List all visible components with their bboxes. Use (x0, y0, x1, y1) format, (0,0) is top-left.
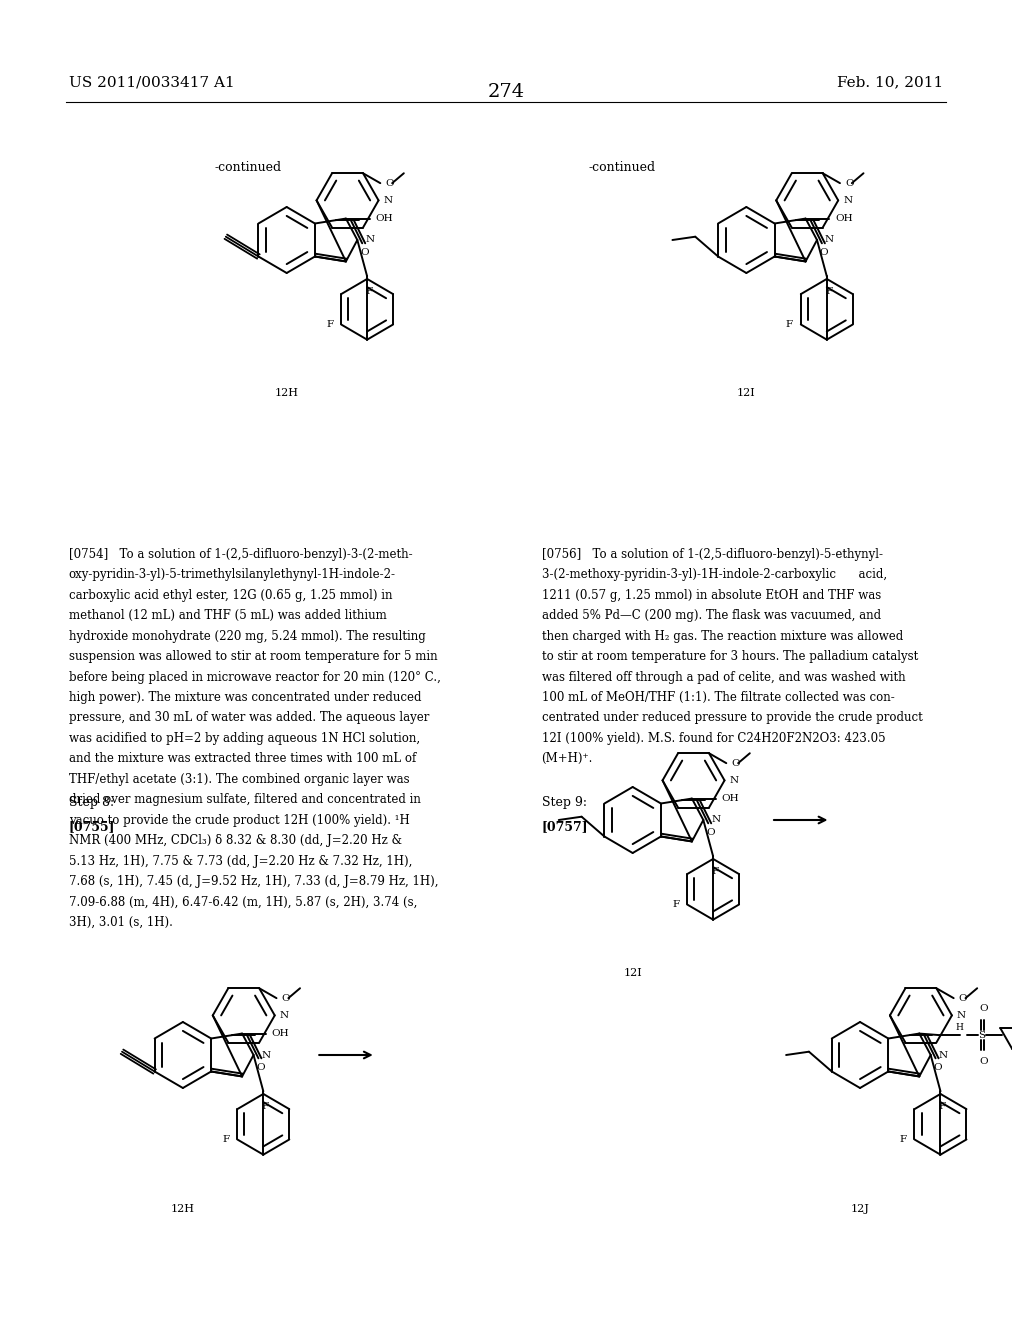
Text: S: S (978, 1031, 985, 1040)
Text: [0755]: [0755] (69, 820, 116, 833)
Text: -continued: -continued (214, 161, 282, 174)
Text: F: F (262, 1102, 269, 1111)
Text: O: O (979, 1057, 987, 1067)
Text: Feb. 10, 2011: Feb. 10, 2011 (838, 75, 943, 90)
Text: OH: OH (271, 1030, 290, 1038)
Text: THF/ethyl acetate (3:1). The combined organic layer was: THF/ethyl acetate (3:1). The combined or… (69, 772, 410, 785)
Text: carboxylic acid ethyl ester, 12G (0.65 g, 1.25 mmol) in: carboxylic acid ethyl ester, 12G (0.65 g… (69, 589, 392, 602)
Text: 7.09-6.88 (m, 4H), 6.47-6.42 (m, 1H), 5.87 (s, 2H), 3.74 (s,: 7.09-6.88 (m, 4H), 6.47-6.42 (m, 1H), 5.… (69, 895, 417, 908)
Text: US 2011/0033417 A1: US 2011/0033417 A1 (69, 75, 234, 90)
Text: vacuo to provide the crude product 12H (100% yield). ¹H: vacuo to provide the crude product 12H (… (69, 813, 410, 826)
Text: N: N (280, 1011, 289, 1020)
Text: 12I: 12I (737, 388, 756, 399)
Text: F: F (326, 319, 333, 329)
Text: methanol (12 mL) and THF (5 mL) was added lithium: methanol (12 mL) and THF (5 mL) was adde… (69, 609, 387, 622)
Text: OH: OH (376, 214, 393, 223)
Text: [0756]   To a solution of 1-(2,5-difluoro-benzyl)-5-ethynyl-: [0756] To a solution of 1-(2,5-difluoro-… (542, 548, 883, 561)
Text: F: F (672, 900, 679, 909)
Text: 12H: 12H (171, 1204, 195, 1213)
Text: N: N (729, 776, 738, 785)
Text: suspension was allowed to stir at room temperature for 5 min: suspension was allowed to stir at room t… (69, 651, 437, 663)
Text: O: O (845, 178, 854, 187)
Text: 12H: 12H (274, 388, 299, 399)
Text: 3-(2-methoxy-pyridin-3-yl)-1H-indole-2-carboxylic      acid,: 3-(2-methoxy-pyridin-3-yl)-1H-indole-2-c… (542, 568, 887, 581)
Text: -continued: -continued (589, 161, 656, 174)
Text: and the mixture was extracted three times with 100 mL of: and the mixture was extracted three time… (69, 752, 416, 766)
Text: before being placed in microwave reactor for 20 min (120° C.,: before being placed in microwave reactor… (69, 671, 440, 684)
Text: 100 mL of MeOH/THF (1:1). The filtrate collected was con-: 100 mL of MeOH/THF (1:1). The filtrate c… (542, 692, 894, 704)
Text: centrated under reduced pressure to provide the crude product: centrated under reduced pressure to prov… (542, 711, 923, 725)
Text: N: N (956, 1011, 966, 1020)
Text: oxy-pyridin-3-yl)-5-trimethylsilanylethynyl-1H-indole-2-: oxy-pyridin-3-yl)-5-trimethylsilanylethy… (69, 568, 396, 581)
Text: [0754]   To a solution of 1-(2,5-difluoro-benzyl)-3-(2-meth-: [0754] To a solution of 1-(2,5-difluoro-… (69, 548, 413, 561)
Text: 5.13 Hz, 1H), 7.75 & 7.73 (dd, J=2.20 Hz & 7.32 Hz, 1H),: 5.13 Hz, 1H), 7.75 & 7.73 (dd, J=2.20 Hz… (69, 855, 413, 867)
Text: N: N (939, 1051, 948, 1060)
Text: then charged with H₂ gas. The reaction mixture was allowed: then charged with H₂ gas. The reaction m… (542, 630, 903, 643)
Text: N: N (712, 816, 720, 825)
Text: 12I (100% yield). M.S. found for C24H20F2N2O3: 423.05: 12I (100% yield). M.S. found for C24H20F… (542, 731, 885, 744)
Text: OH: OH (722, 795, 739, 803)
Text: F: F (939, 1102, 946, 1111)
Text: N: N (825, 235, 835, 244)
Text: 1211 (0.57 g, 1.25 mmol) in absolute EtOH and THF was: 1211 (0.57 g, 1.25 mmol) in absolute EtO… (542, 589, 881, 602)
Text: O: O (282, 994, 290, 1003)
Text: 7.68 (s, 1H), 7.45 (d, J=9.52 Hz, 1H), 7.33 (d, J=8.79 Hz, 1H),: 7.68 (s, 1H), 7.45 (d, J=9.52 Hz, 1H), 7… (69, 875, 438, 888)
Text: OH: OH (836, 214, 853, 223)
Text: F: F (785, 319, 793, 329)
Text: 274: 274 (487, 83, 524, 102)
Text: O: O (979, 1005, 987, 1012)
Text: F: F (366, 286, 373, 296)
Text: F: F (899, 1135, 906, 1144)
Text: dried over magnesium sulfate, filtered and concentrated in: dried over magnesium sulfate, filtered a… (69, 793, 421, 807)
Text: O: O (933, 1064, 942, 1072)
Text: was filtered off through a pad of celite, and was washed with: was filtered off through a pad of celite… (542, 671, 905, 684)
Text: (M+H)⁺.: (M+H)⁺. (542, 752, 593, 766)
Text: N: N (366, 235, 375, 244)
Text: O: O (706, 829, 715, 837)
Text: N: N (383, 195, 392, 205)
Text: Step 8:: Step 8: (69, 796, 114, 809)
Text: [0757]: [0757] (542, 820, 588, 833)
Text: added 5% Pd—C (200 mg). The flask was vacuumed, and: added 5% Pd—C (200 mg). The flask was va… (542, 609, 881, 622)
Text: N: N (843, 195, 852, 205)
Text: F: F (825, 286, 833, 296)
Text: O: O (958, 994, 968, 1003)
Text: pressure, and 30 mL of water was added. The aqueous layer: pressure, and 30 mL of water was added. … (69, 711, 429, 725)
Text: 12J: 12J (851, 1204, 869, 1213)
Text: O: O (731, 759, 740, 768)
Text: 12I: 12I (624, 969, 642, 978)
Text: F: F (222, 1135, 229, 1144)
Text: was acidified to pH=2 by adding aqueous 1N HCl solution,: was acidified to pH=2 by adding aqueous … (69, 731, 420, 744)
Text: Step 9:: Step 9: (542, 796, 587, 809)
Text: N: N (261, 1051, 270, 1060)
Text: 3H), 3.01 (s, 1H).: 3H), 3.01 (s, 1H). (69, 916, 173, 929)
Text: NMR (400 MHz, CDCl₃) δ 8.32 & 8.30 (dd, J=2.20 Hz &: NMR (400 MHz, CDCl₃) δ 8.32 & 8.30 (dd, … (69, 834, 401, 847)
Text: high power). The mixture was concentrated under reduced: high power). The mixture was concentrate… (69, 692, 421, 704)
Text: hydroxide monohydrate (220 mg, 5.24 mmol). The resulting: hydroxide monohydrate (220 mg, 5.24 mmol… (69, 630, 426, 643)
Text: O: O (819, 248, 828, 257)
Text: H: H (955, 1023, 963, 1032)
Text: O: O (385, 178, 394, 187)
Text: F: F (712, 867, 719, 876)
Text: O: O (359, 248, 369, 257)
Text: to stir at room temperature for 3 hours. The palladium catalyst: to stir at room temperature for 3 hours.… (542, 651, 918, 663)
Text: O: O (256, 1064, 265, 1072)
